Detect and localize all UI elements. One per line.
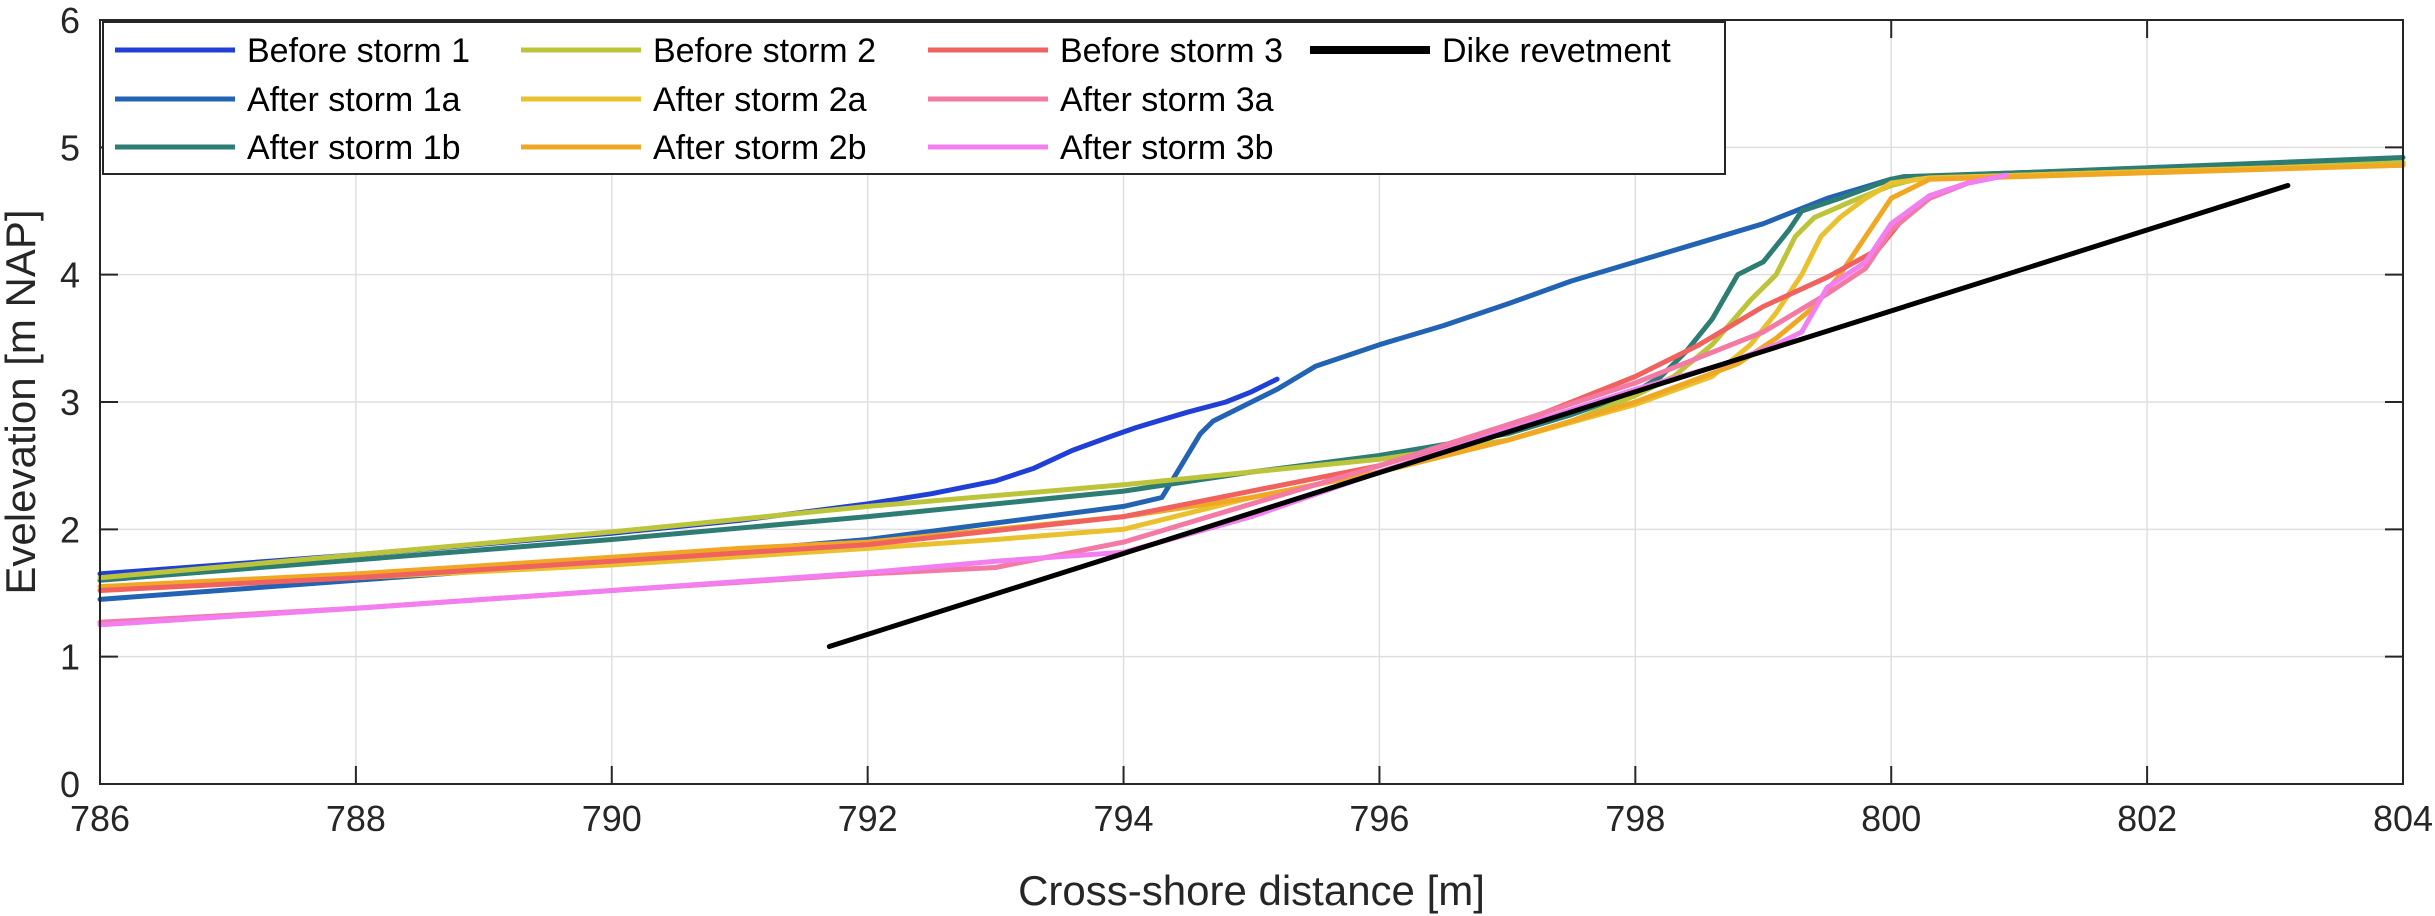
x-tick-label: 796	[1349, 798, 1409, 839]
legend-label: After storm 2a	[653, 81, 867, 119]
x-tick-label: 800	[1861, 798, 1921, 839]
y-tick-label: 0	[60, 764, 80, 805]
x-axis-label: Cross-shore distance [m]	[1018, 867, 1485, 914]
legend-label: After storm 1b	[247, 129, 461, 167]
series-line-after-storm-2b	[97, 162, 2406, 590]
legend: Before storm 1 After storm 1a After storm …	[102, 21, 1726, 175]
series-line-after-storm-1b	[97, 155, 2406, 583]
y-tick-label: 4	[60, 255, 80, 296]
legend-label: After storm 1a	[247, 81, 461, 119]
x-tick-label: 798	[1605, 798, 1665, 839]
y-axis-label: Evelevation [m NAP]	[0, 209, 44, 594]
x-tick-label: 804	[2373, 798, 2433, 839]
x-tick-label: 786	[70, 798, 130, 839]
y-tick-label: 6	[60, 0, 80, 41]
y-tick-label: 3	[60, 382, 80, 423]
tick-labels: 786 788 790 792 794 796 798 800 802 804 0 1 2 3 4 5 6	[60, 0, 2433, 839]
y-tick-label: 5	[60, 127, 80, 168]
legend-label: After storm 3a	[1060, 81, 1274, 119]
legend-label: After storm 2b	[653, 129, 867, 167]
x-tick-label: 788	[326, 798, 386, 839]
legend-label: Before storm 1	[247, 32, 470, 70]
x-tick-label: 792	[838, 798, 898, 839]
series-layer	[97, 155, 2406, 649]
legend-label: Before storm 3	[1060, 32, 1283, 70]
y-tick-label: 2	[60, 509, 80, 550]
y-tick-label: 1	[60, 637, 80, 678]
x-tick-label: 790	[582, 798, 642, 839]
legend-label: Before storm 2	[653, 32, 876, 70]
x-tick-label: 802	[2117, 798, 2177, 839]
legend-label: Dike revetment	[1442, 32, 1671, 70]
x-tick-label: 794	[1094, 798, 1154, 839]
legend-box	[102, 21, 1726, 175]
series-line-dike-revetment	[826, 183, 2291, 649]
legend-label: After storm 3b	[1060, 129, 1274, 167]
